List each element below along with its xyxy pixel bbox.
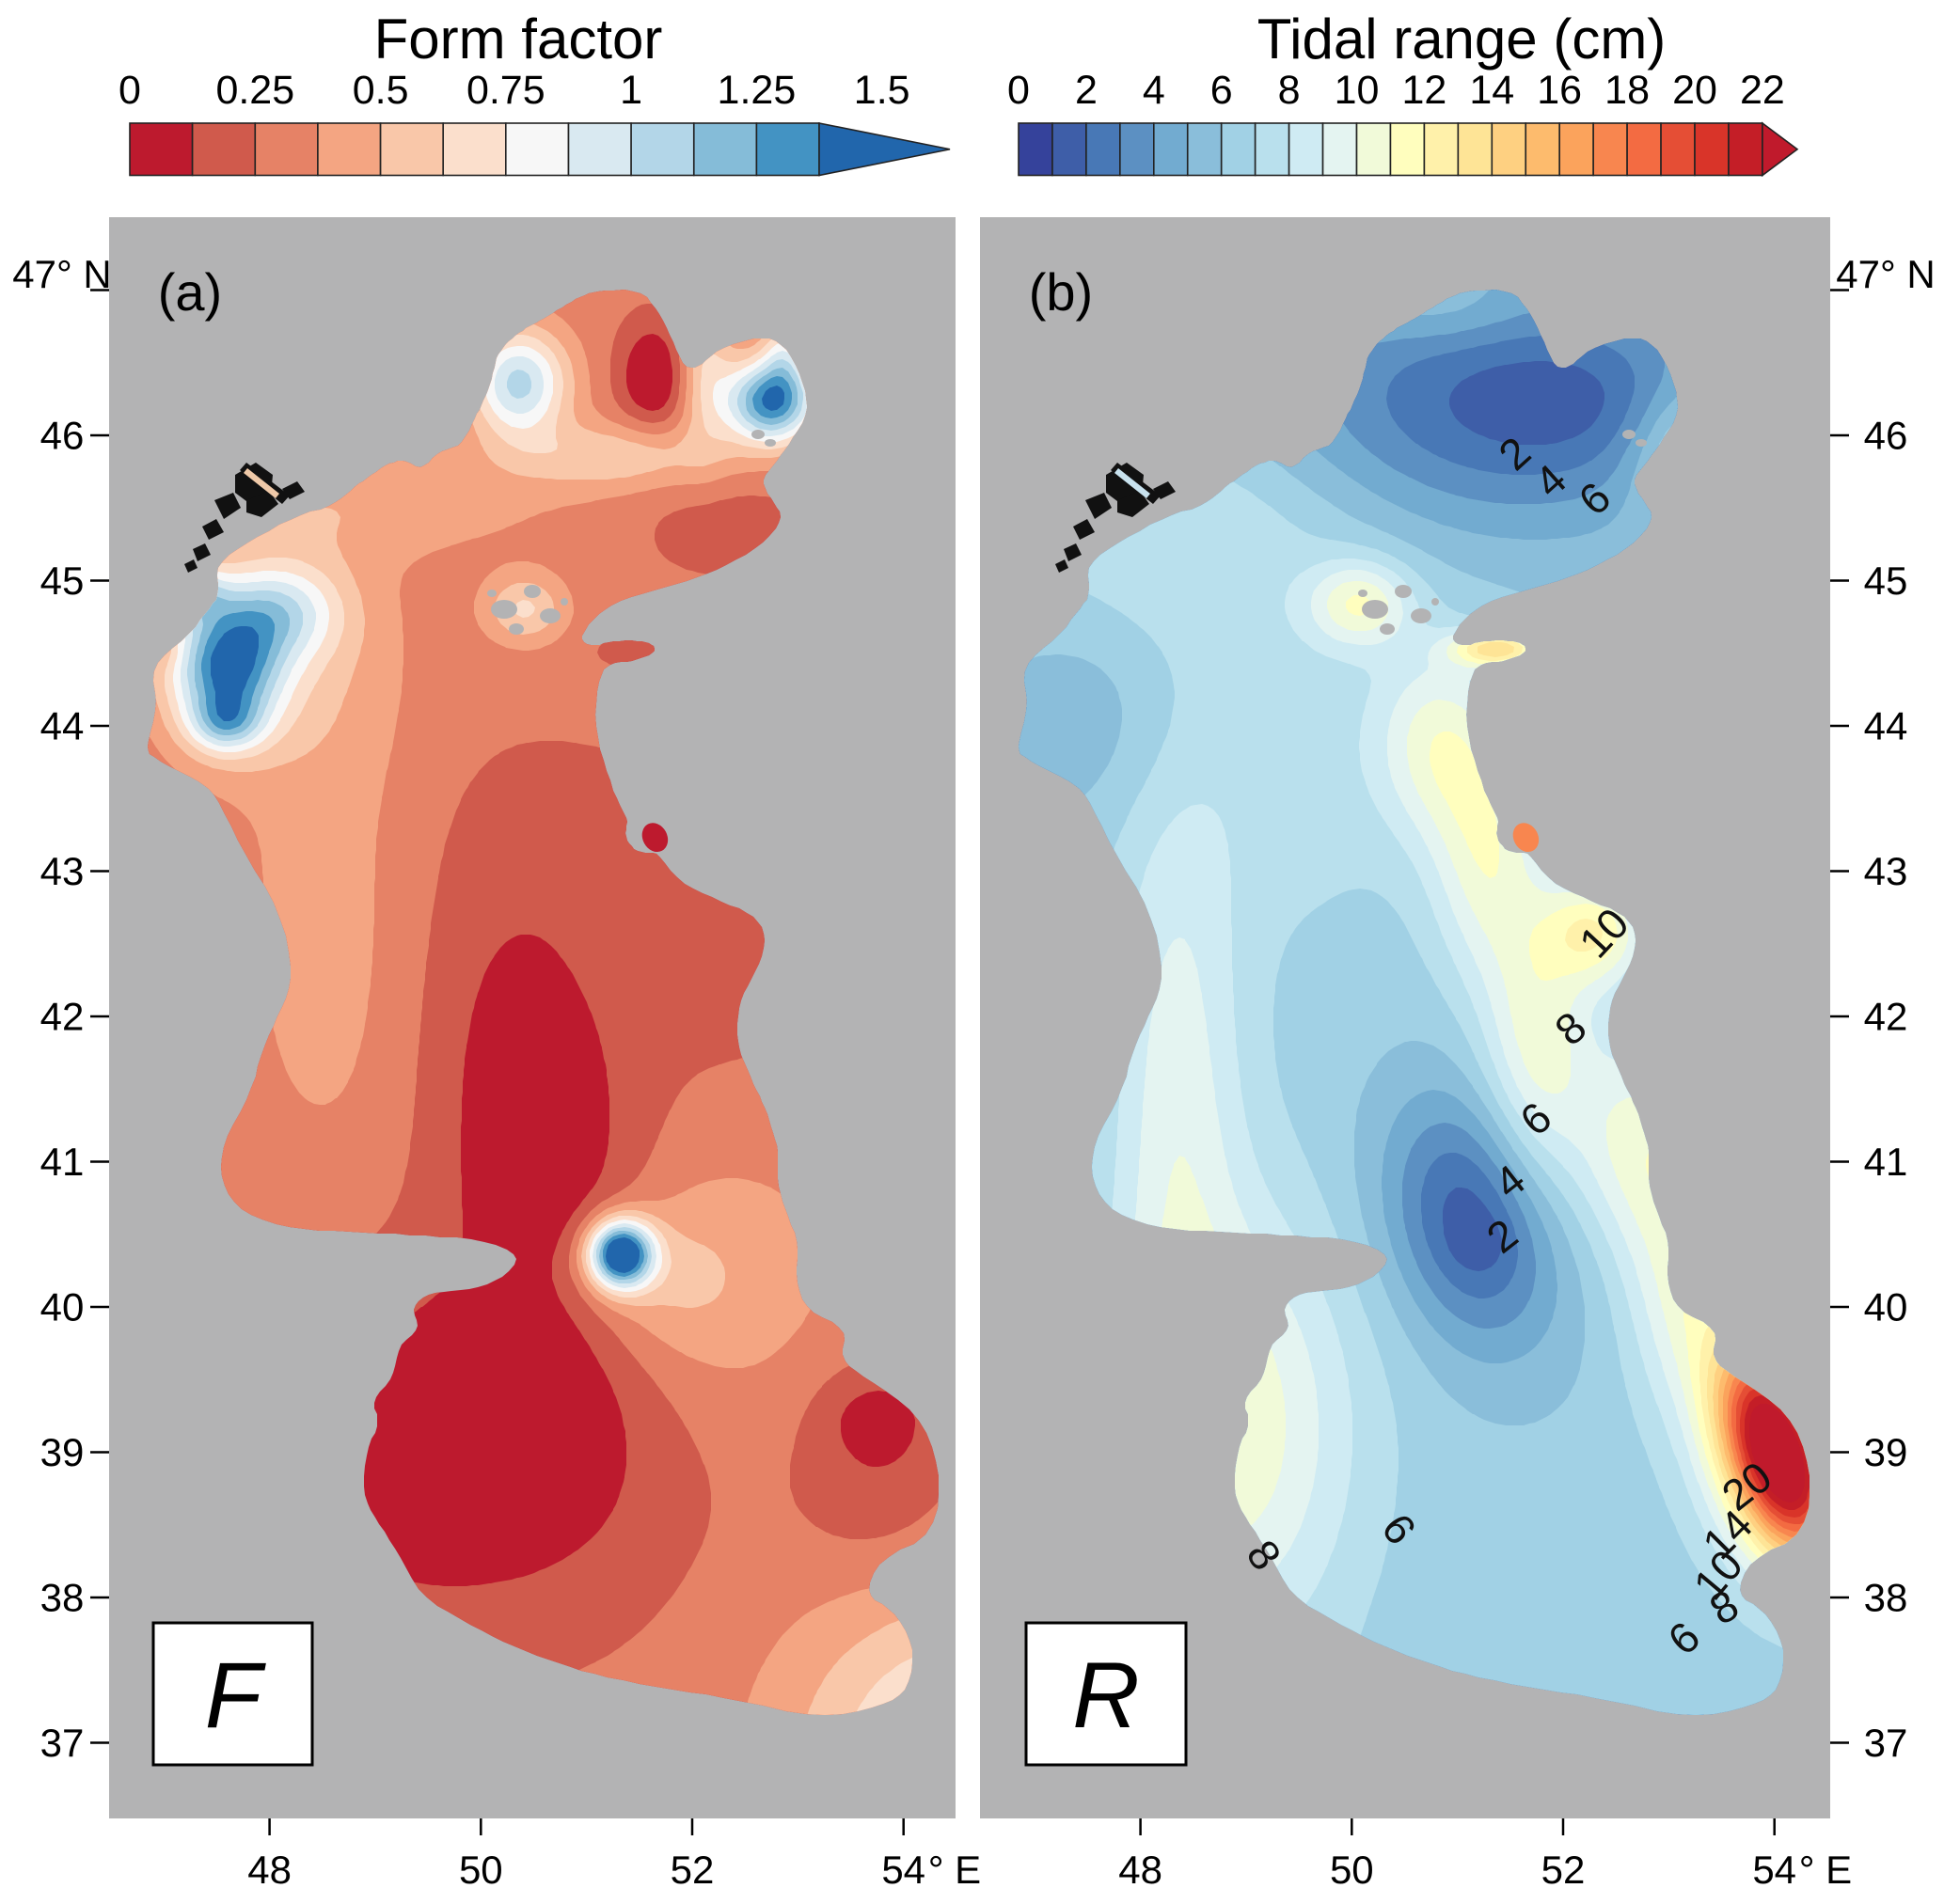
svg-text:37: 37: [40, 1721, 85, 1765]
svg-text:43: 43: [1864, 849, 1908, 893]
svg-text:1: 1: [620, 68, 642, 113]
svg-text:0: 0: [119, 68, 141, 113]
svg-text:22: 22: [1740, 68, 1785, 113]
svg-text:18: 18: [1604, 68, 1650, 113]
svg-text:54: 54: [1752, 1848, 1796, 1892]
svg-text:1.5: 1.5: [854, 68, 910, 113]
svg-text:0.5: 0.5: [353, 68, 409, 113]
svg-text:43: 43: [40, 849, 85, 893]
svg-text:45: 45: [40, 559, 85, 603]
svg-text:47° N: 47° N: [1836, 252, 1936, 296]
svg-text:40: 40: [1864, 1285, 1908, 1330]
svg-text:39: 39: [40, 1430, 85, 1474]
svg-text:° E: ° E: [928, 1848, 981, 1892]
svg-text:2: 2: [1075, 68, 1098, 113]
svg-text:54: 54: [881, 1848, 925, 1892]
svg-text:40: 40: [40, 1285, 85, 1330]
svg-text:38: 38: [1864, 1576, 1908, 1620]
svg-text:0.25: 0.25: [215, 68, 294, 113]
svg-text:50: 50: [459, 1848, 503, 1892]
svg-text:16: 16: [1537, 68, 1582, 113]
svg-text:6: 6: [1210, 68, 1233, 113]
svg-text:20: 20: [1672, 68, 1717, 113]
svg-text:Tidal range (cm): Tidal range (cm): [1257, 8, 1667, 71]
svg-text:Form factor: Form factor: [374, 8, 663, 71]
svg-text:44: 44: [1864, 704, 1908, 748]
svg-text:41: 41: [40, 1140, 85, 1184]
svg-text:37: 37: [1864, 1721, 1908, 1765]
svg-text:1.25: 1.25: [718, 68, 797, 113]
svg-text:8: 8: [1278, 68, 1301, 113]
svg-text:39: 39: [1864, 1430, 1908, 1474]
svg-text:0.75: 0.75: [466, 68, 545, 113]
svg-text:46: 46: [40, 414, 85, 458]
svg-text:14: 14: [1469, 68, 1514, 113]
svg-text:44: 44: [40, 704, 85, 748]
svg-text:° E: ° E: [1799, 1848, 1852, 1892]
svg-text:42: 42: [1864, 995, 1908, 1039]
svg-text:48: 48: [1118, 1848, 1162, 1892]
svg-text:10: 10: [1335, 68, 1380, 113]
svg-text:R: R: [1072, 1643, 1140, 1747]
svg-text:12: 12: [1401, 68, 1446, 113]
svg-text:0: 0: [1007, 68, 1030, 113]
svg-text:52: 52: [671, 1848, 715, 1892]
svg-text:(b): (b): [1029, 262, 1093, 322]
svg-text:45: 45: [1864, 559, 1908, 603]
svg-text:(a): (a): [158, 262, 222, 322]
svg-text:47° N: 47° N: [12, 252, 112, 296]
svg-text:41: 41: [1864, 1140, 1908, 1184]
svg-text:38: 38: [40, 1576, 85, 1620]
svg-text:52: 52: [1541, 1848, 1586, 1892]
svg-text:42: 42: [40, 995, 85, 1039]
svg-text:46: 46: [1864, 414, 1908, 458]
svg-text:F: F: [205, 1643, 267, 1747]
svg-text:50: 50: [1330, 1848, 1374, 1892]
svg-text:48: 48: [247, 1848, 292, 1892]
svg-text:4: 4: [1143, 68, 1165, 113]
